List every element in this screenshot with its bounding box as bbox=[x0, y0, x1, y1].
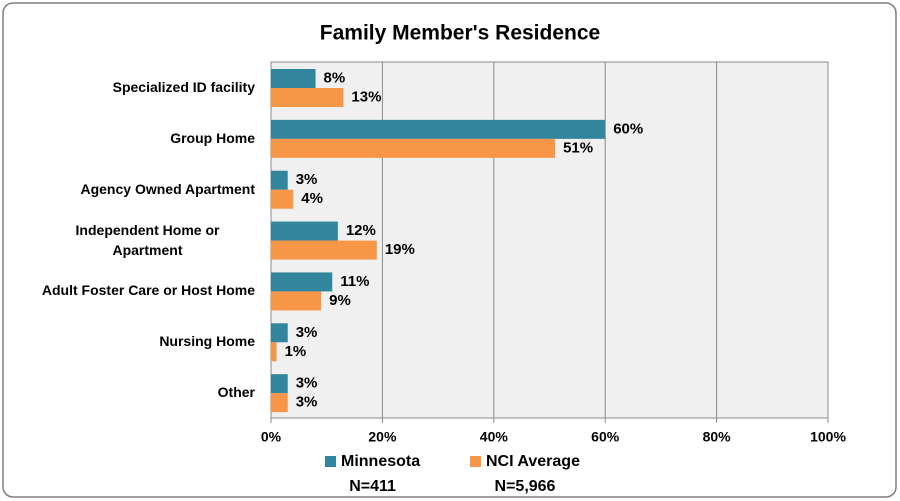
x-tick-label: 100% bbox=[810, 429, 846, 445]
legend-swatch bbox=[325, 456, 336, 467]
value-label: 3% bbox=[296, 171, 318, 188]
value-label: 4% bbox=[301, 190, 323, 207]
y-tick-label: Nursing Home bbox=[159, 333, 255, 350]
y-tick-label: Agency Owned Apartment bbox=[80, 180, 255, 197]
value-label: 11% bbox=[340, 273, 369, 290]
bar bbox=[271, 291, 322, 311]
y-tick-label: Specialized ID facility bbox=[112, 79, 255, 95]
x-tick-label: 0% bbox=[261, 429, 282, 445]
value-label: 3% bbox=[296, 324, 318, 341]
legend-sample-size: N=5,966 bbox=[495, 478, 556, 495]
y-tick-label: Group Home bbox=[170, 129, 255, 146]
x-tick-label: 80% bbox=[703, 429, 732, 445]
bar bbox=[271, 170, 288, 190]
bar bbox=[271, 323, 288, 343]
bar bbox=[271, 342, 277, 362]
value-label: 60% bbox=[613, 120, 643, 137]
x-tick-label: 60% bbox=[591, 429, 620, 445]
value-label: 12% bbox=[346, 222, 376, 239]
category-label-box: Nursing Home bbox=[159, 316, 255, 366]
category-label-box: Agency Owned Apartment bbox=[80, 164, 255, 214]
bar bbox=[271, 88, 344, 107]
bar bbox=[271, 119, 606, 139]
bar bbox=[271, 221, 338, 241]
bar bbox=[271, 138, 556, 158]
x-tick-label: 40% bbox=[480, 429, 509, 445]
value-label: 3% bbox=[296, 394, 318, 411]
y-tick-label: Adult Foster Care or Host Home bbox=[41, 282, 255, 299]
category-label-box: Other bbox=[218, 367, 255, 417]
bar bbox=[271, 189, 294, 209]
value-label: 8% bbox=[324, 69, 346, 86]
value-label: 1% bbox=[285, 343, 307, 360]
y-tick-label: Other bbox=[217, 384, 255, 401]
category-label-box: Group Home bbox=[170, 113, 255, 163]
bar bbox=[271, 240, 377, 260]
bar bbox=[271, 272, 333, 292]
category-label-box: Independent Home or Apartment bbox=[40, 215, 255, 265]
bar bbox=[271, 374, 288, 394]
value-label: 19% bbox=[385, 241, 415, 258]
x-tick-label: 20% bbox=[368, 429, 397, 445]
value-label: 13% bbox=[351, 88, 381, 105]
value-label: 51% bbox=[563, 139, 593, 156]
category-label-box: Adult Foster Care or Host Home bbox=[42, 265, 255, 315]
chart-title: Family Member's Residence bbox=[320, 22, 600, 45]
legend-sample-size: N=411 bbox=[349, 478, 396, 495]
category-label-box: Specialized ID facility bbox=[113, 62, 255, 112]
legend-label: Minnesota bbox=[341, 453, 420, 470]
bar bbox=[271, 69, 316, 88]
value-label: 9% bbox=[329, 292, 351, 309]
bar bbox=[271, 393, 288, 413]
legend-swatch bbox=[470, 456, 481, 467]
y-tick-label: Independent Home or Apartment bbox=[75, 221, 220, 258]
value-label: 3% bbox=[296, 375, 318, 392]
plot-area bbox=[270, 61, 829, 419]
legend-label: NCI Average bbox=[486, 453, 580, 470]
